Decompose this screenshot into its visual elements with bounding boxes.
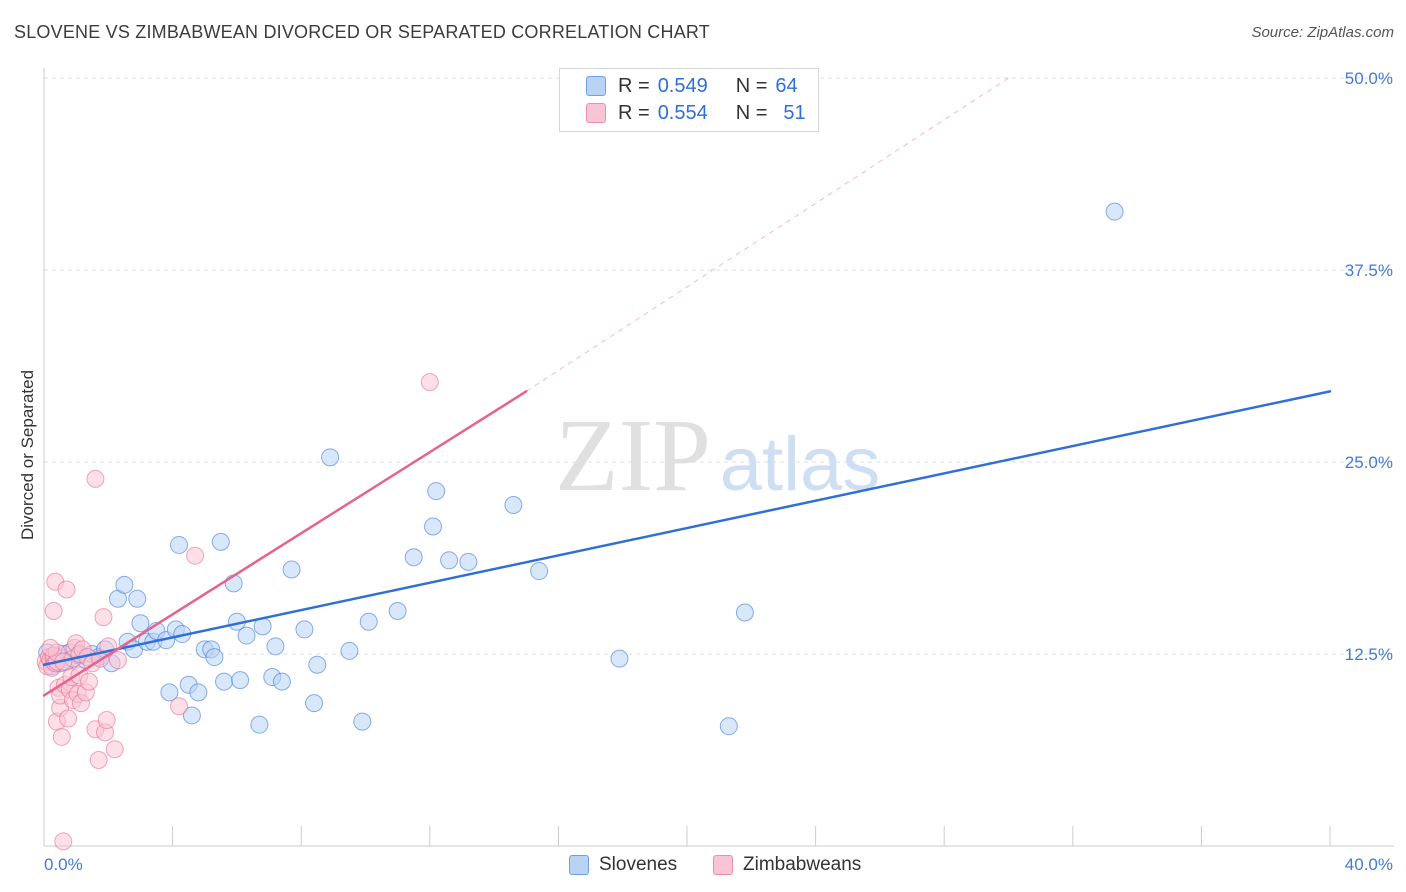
zimbabweans-point: [170, 697, 189, 716]
slovenes-n-value: 64: [775, 74, 798, 97]
zimbabweans-point: [89, 750, 108, 769]
zimbabweans-point: [80, 672, 99, 691]
slovenes-point: [250, 715, 269, 734]
slovenes-point: [215, 672, 234, 691]
slovenes-point: [231, 671, 250, 690]
slovenes-point: [424, 517, 443, 536]
legend-row-zimbabweans: R = 0.554 N = 51: [586, 101, 806, 125]
n-label: N =: [735, 74, 768, 97]
zimbabweans-swatch: [586, 103, 606, 123]
zimbabweans-point: [105, 740, 124, 759]
bottom-legend-zimbabweans: Zimbabweans: [713, 852, 861, 878]
slovenes-point: [272, 672, 291, 691]
slovenes-point: [160, 683, 179, 702]
slovenes-point: [1105, 202, 1124, 221]
slovenes-legend-label: Slovenes: [599, 854, 678, 875]
x-tick-label-max: 40.0%: [1345, 855, 1393, 874]
slovenes-point: [115, 575, 134, 594]
slovenes-point: [530, 562, 549, 581]
slovenes-point: [295, 620, 314, 639]
slovenes-point: [237, 626, 256, 645]
zimbabweans-point: [54, 832, 73, 851]
slovenes-point: [189, 683, 208, 702]
zimbabweans-point: [97, 711, 116, 730]
slovenes-point: [427, 482, 446, 501]
slovenes-point: [359, 612, 378, 631]
zimbabweans-point: [94, 608, 113, 627]
zimbabweans-point: [52, 727, 71, 746]
slovenes-point: [459, 552, 478, 571]
axes: [43, 68, 1394, 847]
slovenes-point: [308, 655, 327, 674]
zimbabweans-point: [420, 373, 439, 392]
watermark-atlas: atlas: [720, 422, 881, 507]
slovenes-swatch: [586, 76, 606, 96]
r-label: R =: [618, 101, 650, 124]
x-tick-labels: 0.0% 40.0%: [44, 855, 1393, 874]
slovenes-point: [353, 712, 372, 731]
slovenes-point: [388, 601, 407, 620]
slovenes-point: [224, 574, 243, 593]
slovenes-point: [440, 551, 459, 570]
bottom-legend-slovenes: Slovenes: [569, 852, 677, 878]
slovenes-point: [170, 535, 189, 554]
slovenes-point: [321, 448, 340, 467]
slovenes-point: [735, 603, 754, 622]
slovenes-point: [504, 496, 523, 515]
slovenes-legend-swatch: [569, 855, 589, 875]
watermark-zip: ZIP: [555, 398, 711, 513]
zimbabweans-legend-swatch: [713, 855, 733, 875]
y-tick-label: 37.5%: [1345, 261, 1393, 280]
source-label: Source: ZipAtlas.com: [1251, 24, 1394, 41]
y-tick-label: 25.0%: [1345, 453, 1393, 472]
zimbabweans-point: [41, 638, 60, 657]
y-tick-label: 50.0%: [1345, 69, 1393, 88]
n-label: N =: [735, 101, 768, 124]
legend-row-slovenes: R = 0.549 N = 64: [586, 74, 798, 98]
slovenes-point: [305, 694, 324, 713]
slovenes-point: [610, 649, 629, 668]
watermark: ZIP atlas: [555, 398, 880, 513]
data-points: [36, 202, 1124, 851]
zimbabweans-point: [59, 709, 78, 728]
slovenes-point: [340, 641, 359, 660]
zimbabweans-point: [44, 601, 63, 620]
slovenes-point: [266, 637, 285, 656]
slovenes-r-value: 0.549: [657, 74, 708, 97]
slovenes-point: [128, 589, 147, 608]
slovenes-point: [719, 717, 738, 736]
slovenes-point: [182, 706, 201, 725]
zimbabweans-trend-line: [42, 390, 528, 697]
chart-title: SLOVENE VS ZIMBABWEAN DIVORCED OR SEPARA…: [14, 22, 710, 42]
slovenes-point: [282, 560, 301, 579]
slovenes-point: [131, 614, 150, 633]
trend-lines: [42, 77, 1332, 697]
zimbabweans-point: [86, 469, 105, 488]
y-tick-label: 12.5%: [1345, 645, 1393, 664]
zimbabweans-point: [108, 651, 127, 670]
zimbabweans-point: [57, 580, 76, 599]
slovenes-point: [404, 548, 423, 567]
slovenes-point: [211, 532, 230, 551]
x-tick-label-min: 0.0%: [44, 855, 83, 874]
slovenes-trend-line: [42, 390, 1332, 667]
y-tick-labels: 12.5% 25.0% 37.5% 50.0%: [1345, 69, 1393, 664]
zimbabweans-point: [186, 546, 205, 565]
slovenes-point: [205, 648, 224, 667]
x-ticks: [172, 826, 1331, 846]
zimbabweans-r-value: 0.554: [657, 101, 708, 124]
zimbabweans-legend-label: Zimbabweans: [743, 854, 862, 875]
zimbabweans-n-value: 51: [783, 101, 806, 124]
correlation-legend: R = 0.549 N = 64 R = 0.554 N = 51: [559, 68, 819, 132]
r-label: R =: [618, 74, 650, 97]
